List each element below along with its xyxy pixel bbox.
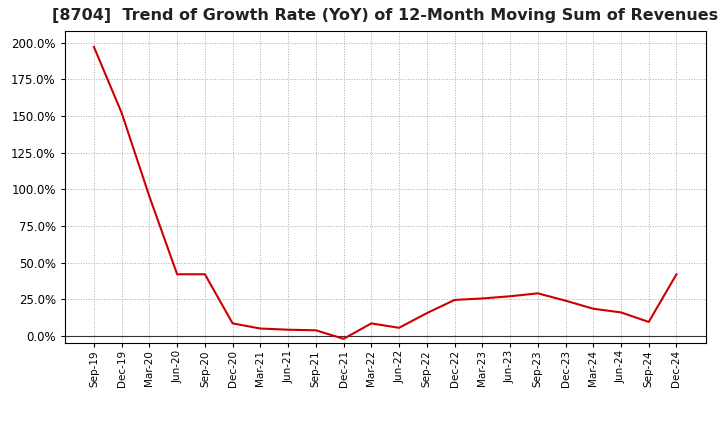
Title: [8704]  Trend of Growth Rate (YoY) of 12-Month Moving Sum of Revenues: [8704] Trend of Growth Rate (YoY) of 12-… (52, 7, 719, 23)
